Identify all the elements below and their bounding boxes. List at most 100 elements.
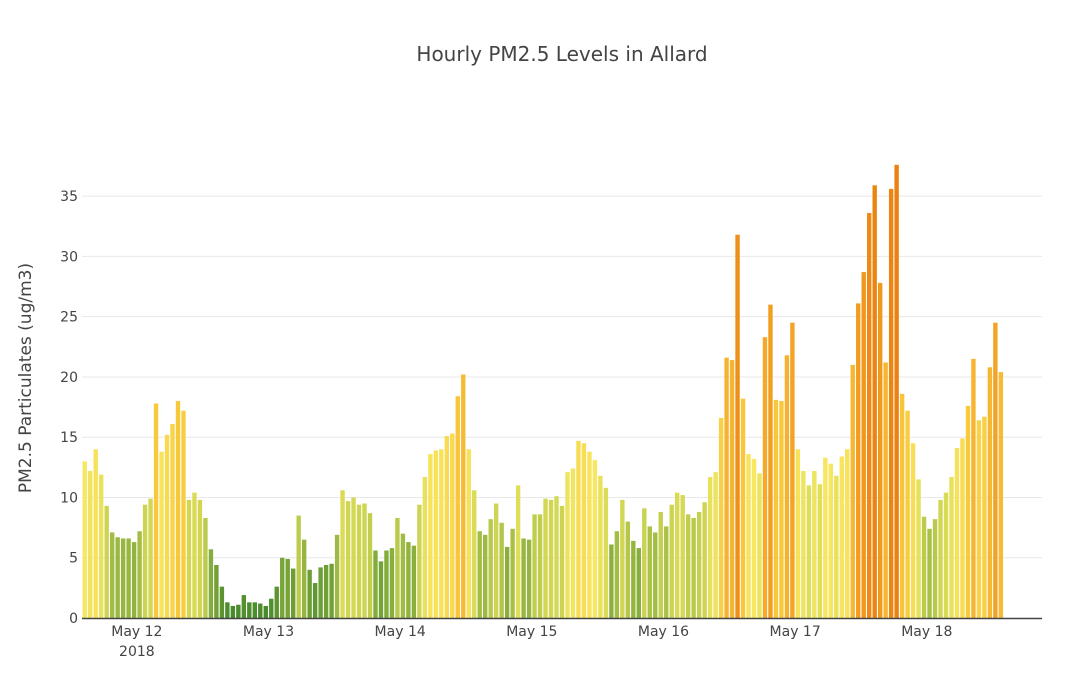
bar bbox=[197, 499, 203, 618]
bar bbox=[329, 563, 334, 618]
bar bbox=[680, 495, 685, 618]
y-tick-label: 10 bbox=[60, 490, 78, 506]
bar bbox=[592, 460, 598, 618]
bar bbox=[932, 519, 938, 618]
bar bbox=[175, 401, 181, 618]
bar bbox=[565, 472, 570, 618]
bar bbox=[817, 484, 823, 618]
bar bbox=[192, 492, 197, 618]
bar bbox=[856, 303, 861, 618]
bar bbox=[285, 558, 290, 618]
bar bbox=[88, 470, 93, 618]
bar bbox=[400, 533, 406, 618]
y-tick-label: 15 bbox=[60, 430, 78, 446]
bar bbox=[631, 540, 636, 618]
bar bbox=[587, 451, 592, 618]
bar bbox=[461, 374, 466, 618]
bar bbox=[905, 410, 910, 618]
bar bbox=[713, 472, 718, 618]
bar bbox=[417, 504, 422, 618]
bar bbox=[148, 498, 153, 618]
bar bbox=[658, 511, 663, 618]
bar bbox=[834, 475, 839, 618]
bar bbox=[323, 564, 329, 618]
x-tick-label: May 17 bbox=[770, 624, 821, 640]
bar bbox=[543, 498, 548, 618]
bar bbox=[724, 357, 729, 618]
bar bbox=[718, 417, 724, 618]
bar bbox=[214, 564, 219, 618]
bar bbox=[581, 443, 587, 618]
bar bbox=[510, 528, 515, 618]
bar bbox=[120, 538, 126, 618]
bar bbox=[483, 534, 488, 618]
bar bbox=[378, 561, 384, 618]
bar bbox=[241, 595, 247, 618]
bar bbox=[186, 499, 192, 618]
bar bbox=[137, 531, 142, 618]
bar bbox=[351, 497, 356, 618]
bar bbox=[274, 586, 279, 618]
bar bbox=[960, 438, 965, 618]
bar bbox=[203, 517, 208, 618]
bar bbox=[839, 456, 844, 618]
bar bbox=[823, 457, 828, 618]
bar bbox=[104, 505, 109, 618]
bar bbox=[943, 492, 949, 618]
bar bbox=[614, 531, 620, 618]
bar bbox=[181, 410, 186, 618]
bar bbox=[987, 367, 993, 618]
bar bbox=[872, 185, 877, 618]
bar bbox=[526, 539, 532, 618]
bar bbox=[280, 557, 285, 618]
bar bbox=[307, 569, 312, 618]
bar bbox=[702, 502, 707, 618]
bar bbox=[472, 490, 477, 618]
bar bbox=[395, 517, 400, 618]
bar bbox=[751, 458, 757, 618]
bar bbox=[126, 538, 131, 618]
bar bbox=[954, 448, 960, 618]
bar bbox=[488, 519, 493, 618]
bar bbox=[921, 516, 927, 618]
bar bbox=[603, 487, 609, 618]
bar bbox=[696, 511, 702, 618]
bar bbox=[406, 542, 411, 618]
x-tick-label: May 12 bbox=[111, 624, 162, 640]
bar bbox=[493, 503, 499, 618]
bar bbox=[845, 449, 850, 618]
bar bbox=[159, 451, 164, 618]
bar bbox=[515, 485, 521, 618]
bar bbox=[345, 501, 351, 618]
bar bbox=[208, 549, 214, 618]
bar bbox=[153, 403, 159, 618]
x-tick-label: May 13 bbox=[243, 624, 294, 640]
bar bbox=[439, 449, 444, 618]
bar bbox=[532, 514, 537, 618]
bar bbox=[334, 534, 340, 618]
bar bbox=[219, 586, 225, 618]
bar bbox=[548, 499, 554, 618]
bar bbox=[916, 479, 921, 618]
bar bbox=[82, 461, 87, 618]
bar bbox=[225, 602, 230, 618]
bar bbox=[301, 539, 307, 618]
bar bbox=[291, 568, 296, 618]
y-tick-label: 20 bbox=[60, 370, 78, 386]
bar bbox=[504, 546, 510, 618]
bar bbox=[537, 514, 543, 618]
bar bbox=[779, 401, 784, 618]
bar bbox=[894, 164, 899, 619]
bar bbox=[258, 603, 263, 618]
bar bbox=[850, 364, 855, 618]
bar bbox=[768, 304, 773, 618]
bar bbox=[269, 598, 274, 618]
bar bbox=[877, 282, 883, 618]
bar bbox=[685, 514, 691, 618]
y-tick-label: 5 bbox=[69, 551, 78, 567]
bar bbox=[971, 358, 976, 618]
x-tick-label: May 15 bbox=[506, 624, 557, 640]
bar bbox=[653, 532, 658, 618]
